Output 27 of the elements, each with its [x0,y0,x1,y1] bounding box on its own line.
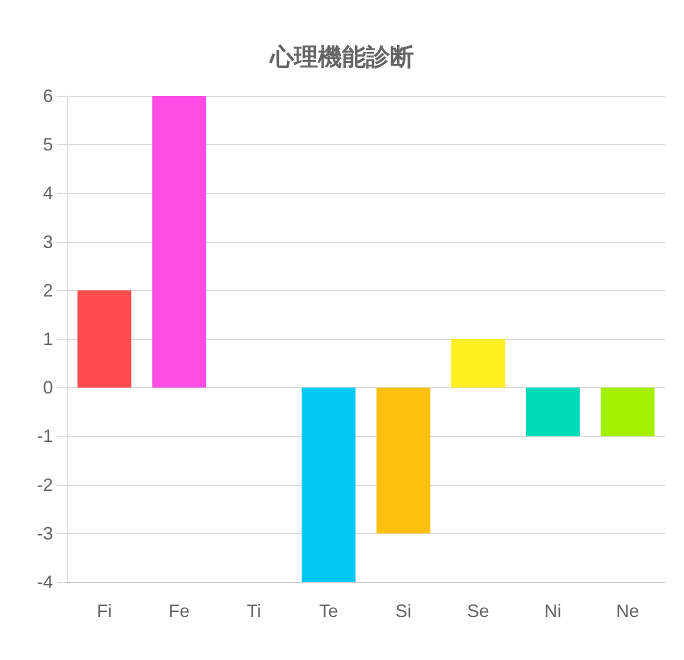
y-tick-label: 2 [42,280,53,300]
bar [526,388,580,436]
bar [451,339,506,388]
y-tick-label: -2 [36,474,53,495]
y-tick-label: 6 [42,86,53,106]
y-tick-label: 0 [42,378,53,398]
x-tick-label: Si [395,601,412,621]
x-tick-label: Ne [616,601,640,621]
chart-title: 心理機能診断 [269,43,414,71]
x-tick-label: Se [467,601,490,621]
bar [376,388,430,534]
y-tick-label: 3 [42,232,53,252]
y-tick-label: 5 [42,134,53,155]
bar [600,388,655,436]
y-tick-label: -1 [36,426,53,446]
x-tick-label: Fi [96,601,112,621]
y-tick-label: 4 [42,183,53,204]
y-tick-label: 1 [42,329,53,349]
x-tick-label: Te [319,601,338,621]
x-tick-label: Ni [544,601,562,621]
bar [302,388,356,582]
x-tick-label: Ti [246,601,262,621]
x-tick-label: Fe [168,601,190,621]
bar [77,290,132,388]
y-tick-label: -3 [36,523,53,544]
y-tick-label: -4 [36,572,53,592]
bar [152,96,206,388]
